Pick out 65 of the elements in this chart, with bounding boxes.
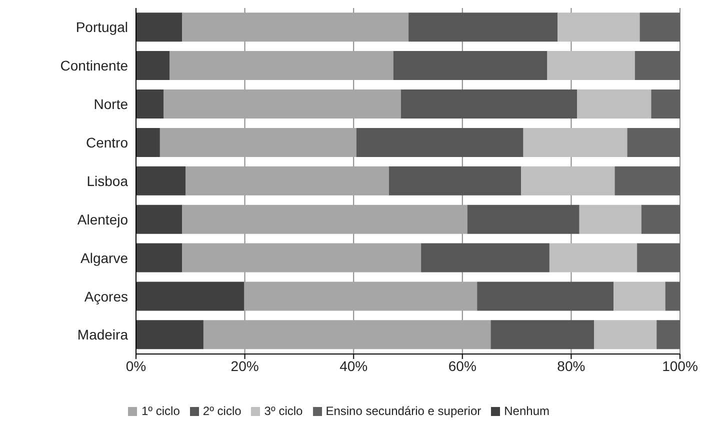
y-tick-label: Alentejo [77,211,128,228]
x-tick-label: 40% [340,358,368,374]
bar [614,282,666,311]
y-tick-label: Continente [60,58,128,74]
bar [577,90,652,118]
legend-label: Nenhum [504,404,550,418]
y-tick-label: Norte [94,96,128,112]
bar [408,12,558,42]
y-tick-label: Algarve [80,250,128,266]
bar [547,51,635,80]
legend-label: 2º ciclo [202,404,242,418]
bar [136,320,204,350]
bar [136,204,182,234]
bar [136,12,182,42]
bar [523,128,628,157]
bar [356,128,524,157]
bar [244,282,478,311]
bar [627,128,680,157]
bar [467,204,580,234]
bar [136,128,160,157]
bar [637,243,680,272]
x-tick-label: 20% [230,358,259,374]
bar [136,51,170,80]
bar [641,204,680,234]
bar [182,243,422,272]
bar [203,320,491,350]
bar [634,51,680,80]
bar [136,90,164,118]
bar [490,320,594,350]
y-tick-label: Centro [86,134,128,151]
bar [521,166,615,196]
y-tick-label: Madeira [77,326,128,343]
bar [579,204,642,234]
bar [477,282,614,311]
bar [614,166,680,196]
x-tick-label: 80% [557,358,586,374]
bar [136,282,244,311]
x-tick-label: 100% [662,358,698,374]
bar [421,243,550,272]
bar [594,320,657,350]
legend-label: 1º ciclo [141,404,180,418]
bar [388,166,522,196]
bar [656,320,680,350]
bar [186,166,389,196]
bar [393,51,548,80]
x-tick-label: 60% [448,358,476,374]
bar [651,90,680,118]
y-tick-label: Portugal [76,19,128,36]
y-tick-label: Açores [84,288,128,304]
bar [182,12,409,42]
bar [136,166,186,196]
bar [136,243,182,272]
bar [640,12,680,42]
bar [170,51,394,80]
bar [400,90,578,118]
legend-label: 3º ciclo [264,404,303,418]
bar [558,12,640,42]
bar [160,128,356,157]
x-tick-label: 0% [126,358,146,374]
y-tick-label: Lisboa [86,172,128,189]
legend-label: Ensino secundário e superior [326,404,482,418]
bar [182,204,468,234]
bar [164,90,401,118]
bar [549,243,638,272]
bar [665,282,680,311]
